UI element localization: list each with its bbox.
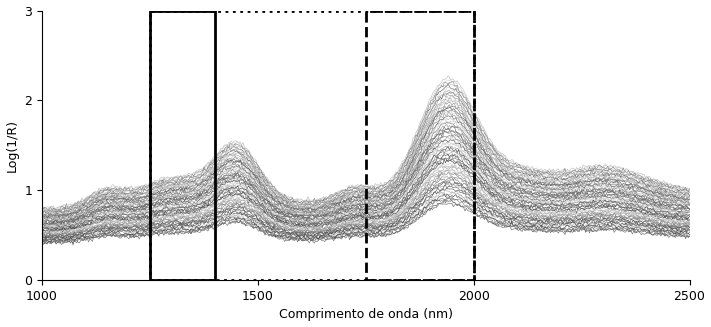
Y-axis label: Log(1/R): Log(1/R) [6, 119, 18, 172]
Bar [150, 10, 215, 280]
X-axis label: Comprimento de onda (nm): Comprimento de onda (nm) [279, 308, 453, 321]
Bar [365, 10, 474, 280]
Bar [150, 10, 474, 280]
